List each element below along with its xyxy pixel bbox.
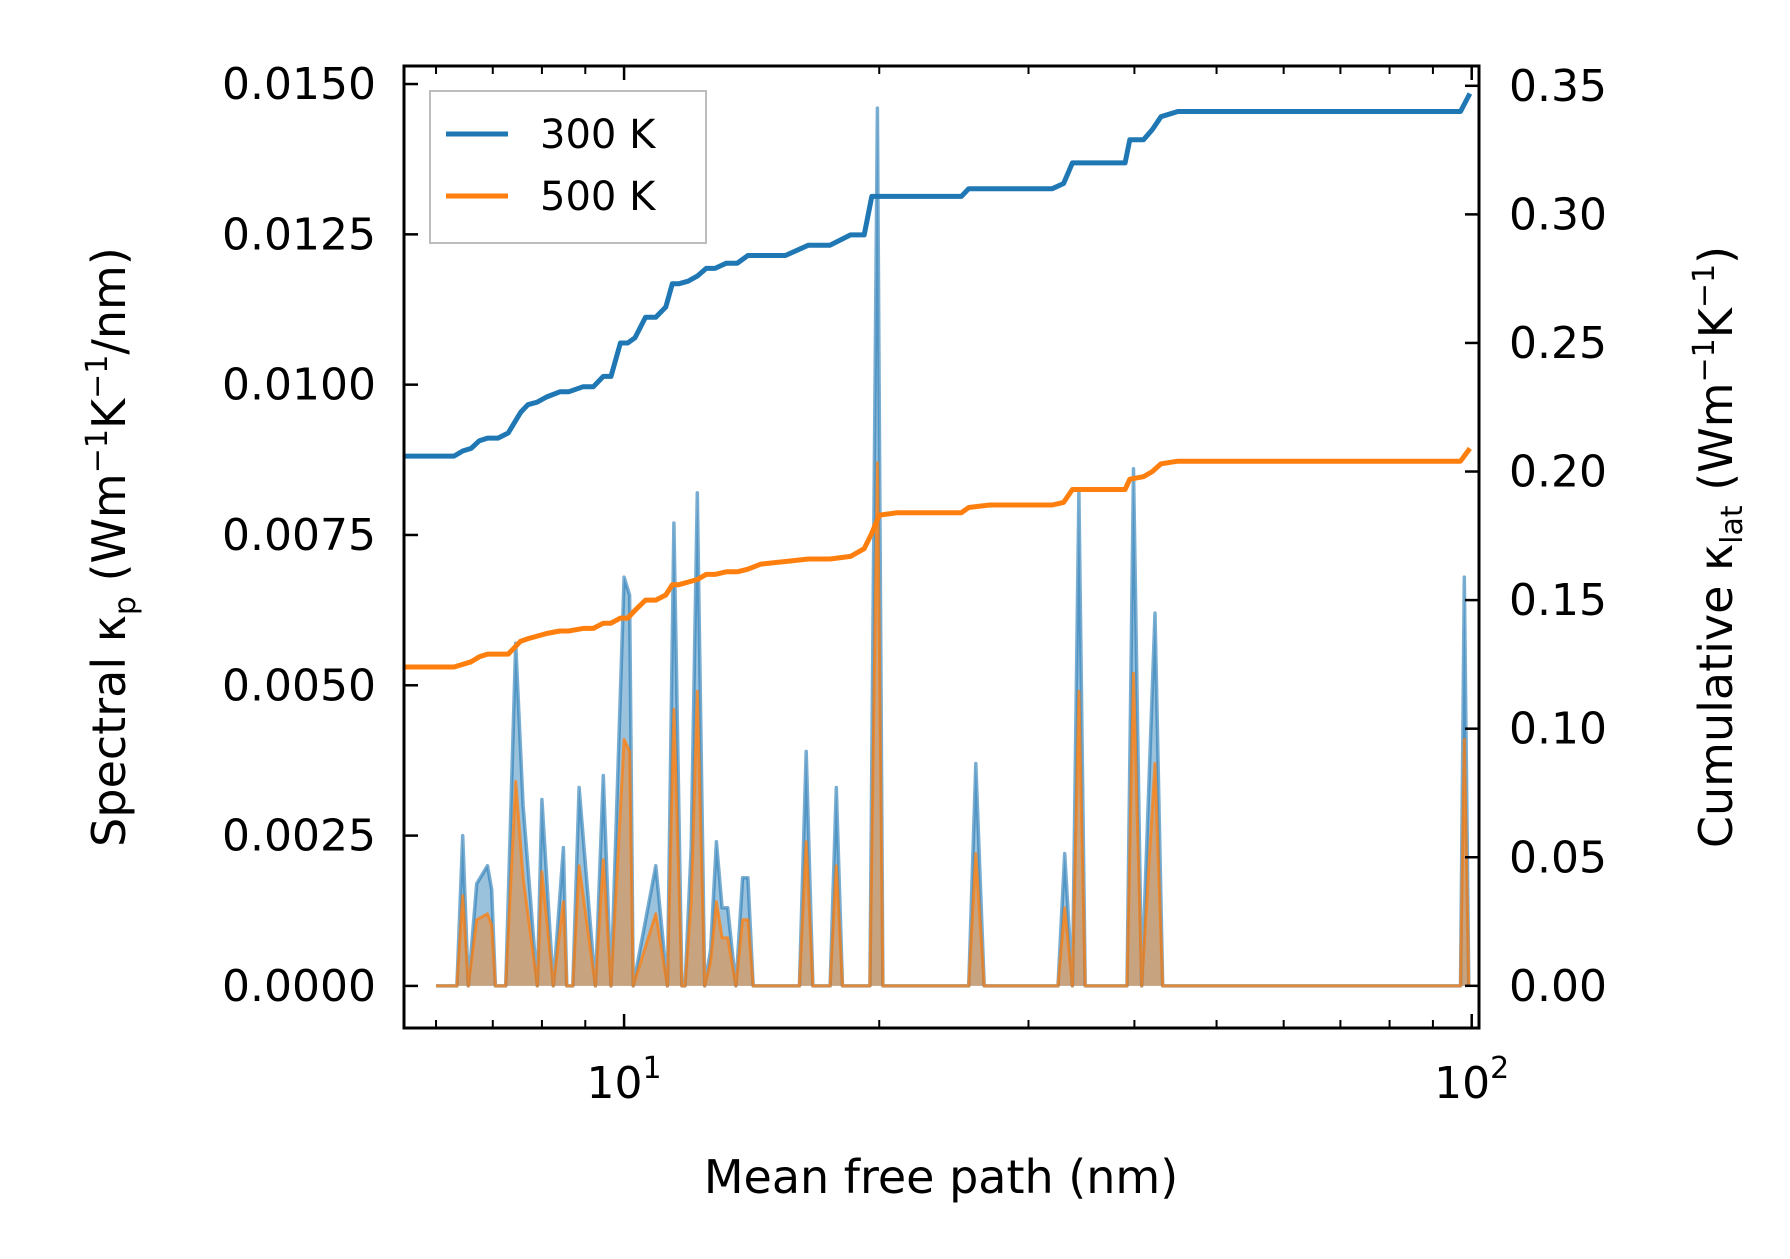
y-left-mid: K <box>82 397 136 429</box>
y-right-sub: lat <box>1715 505 1750 544</box>
y-right-tick-label: 0.35 <box>1509 61 1607 112</box>
x-axis-title: Mean free path (nm) <box>704 1150 1178 1204</box>
y-right-tick-label: 0.20 <box>1509 447 1607 498</box>
legend-label-500k: 500 K <box>540 174 657 220</box>
y-left-tick-label: 0.0100 <box>222 360 376 411</box>
y-right-tick-label: 0.15 <box>1509 575 1607 626</box>
y-left-unit-close: /nm) <box>82 247 136 354</box>
y-left-tick-label: 0.0025 <box>222 811 376 862</box>
spectral-500k-line <box>436 461 1471 988</box>
y-right-mid: K <box>1689 306 1743 338</box>
y-right-tick-label: 0.25 <box>1509 318 1607 369</box>
spectral-500k-fill <box>436 462 1469 986</box>
y-right-tick-label: 0.10 <box>1509 704 1607 755</box>
y-right-sup2: −1 <box>1687 264 1722 308</box>
plot-area <box>404 92 1473 988</box>
y-left-sup2: −1 <box>80 355 115 399</box>
y-right-unit-open: (Wm <box>1689 382 1743 505</box>
legend-label-300k: 300 K <box>540 112 657 158</box>
x-tick-label: 102 <box>1434 1051 1509 1109</box>
y-left-tick-label: 0.0050 <box>222 660 376 711</box>
y-axis-title-right: Cumulative κlat (Wm−1K−1) <box>1687 246 1750 848</box>
y-right-tick-label: 0.00 <box>1509 961 1607 1012</box>
y-left-tick-label: 0.0075 <box>222 510 376 561</box>
y-right-tick-label: 0.30 <box>1509 189 1607 240</box>
y-left-tick-label: 0.0000 <box>222 961 376 1012</box>
y-right-sup1: −1 <box>1687 338 1722 382</box>
cumulative-500k-line <box>404 446 1472 670</box>
x-tick-label: 101 <box>587 1051 662 1109</box>
y-left-sub: p <box>108 596 143 615</box>
y-left-prefix: Spectral κ <box>82 615 136 847</box>
y-right-tick-label: 0.05 <box>1509 832 1607 883</box>
y-right-unit-close: ) <box>1689 246 1743 264</box>
y-axis-title-left: Spectral κp (Wm−1K−1/nm) <box>80 247 143 847</box>
y-left-sup1: −1 <box>80 429 115 473</box>
y-left-tick-label: 0.0150 <box>222 59 376 110</box>
y-left-tick-label: 0.0125 <box>222 209 376 260</box>
y-right-prefix: Cumulative κ <box>1689 544 1743 848</box>
legend-frame <box>429 90 707 244</box>
axes-frame <box>402 64 1481 1030</box>
ticks: 0.0000 0.0025 0.0050 0.0075 0.0100 0.0125 0.01… <box>222 59 1607 1109</box>
y-left-unit-open: (Wm <box>82 473 136 596</box>
legend: 300 K 500 K <box>429 90 707 244</box>
cumulative-300k-line <box>404 92 1473 459</box>
